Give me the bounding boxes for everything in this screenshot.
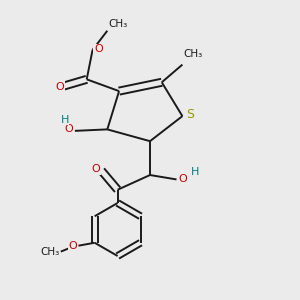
Text: O: O	[68, 241, 77, 251]
Text: CH₃: CH₃	[109, 19, 128, 29]
Text: H: H	[60, 115, 69, 125]
Text: O: O	[178, 174, 187, 184]
Text: O: O	[94, 44, 103, 54]
Text: O: O	[91, 164, 100, 174]
Text: H: H	[190, 167, 199, 177]
Text: O: O	[56, 82, 64, 92]
Text: O: O	[65, 124, 74, 134]
Text: CH₃: CH₃	[184, 49, 203, 59]
Text: S: S	[186, 108, 194, 121]
Text: CH₃: CH₃	[40, 247, 59, 256]
